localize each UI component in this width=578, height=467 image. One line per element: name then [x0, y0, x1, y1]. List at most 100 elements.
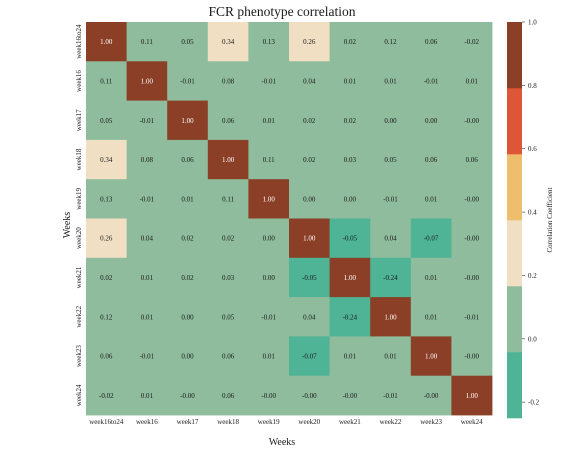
- cell-value-label: 0.02: [181, 235, 194, 243]
- heatmap-cell-week23-week16to24: [86, 336, 127, 377]
- heatmap-cell-week19-week24: [451, 179, 493, 219]
- heatmap-cell-week21-week22: [370, 257, 412, 298]
- colorbar-tick-label: 0.6: [528, 145, 537, 153]
- heatmap-cell-week19-week16: [126, 179, 168, 219]
- cell-value-label: -0.02: [464, 38, 479, 46]
- heatmap-cell-week23-week22: [370, 336, 412, 377]
- heatmap-cell-week16-week16to24: [86, 61, 127, 101]
- x-tick-label-week16: week16: [136, 418, 158, 426]
- heatmap-cell-week24-week20: [289, 375, 330, 416]
- cell-value-label: 0.01: [344, 353, 357, 361]
- cell-value-label: -0.01: [383, 195, 398, 203]
- colorbar-title: Correlation Coefficient: [546, 187, 554, 252]
- heatmap-cell-week20-week17: [167, 218, 209, 259]
- heatmap-cell-week17-week17: [167, 100, 209, 141]
- cell-value-label: 1.00: [181, 117, 194, 125]
- heatmap-cell-week21-week16: [126, 257, 168, 298]
- heatmap-cell-week18-week22: [370, 139, 412, 180]
- heatmap-cell-week20-week19: [248, 218, 290, 259]
- cell-value-label: -0.07: [424, 235, 439, 243]
- heatmap-cell-week16-week23: [410, 61, 452, 101]
- cell-value-label: 0.06: [222, 117, 235, 125]
- heatmap-cell-week16to24-week17: [167, 22, 209, 62]
- heatmap-cell-week16to24-week20: [289, 22, 330, 62]
- y-tick-label-week17: week17: [75, 109, 83, 131]
- heatmap-cell-week24-week22: [370, 375, 412, 416]
- heatmap-cell-week22-week23: [410, 297, 452, 337]
- heatmap-cell-week16-week24: [451, 61, 493, 101]
- heatmap-cell-week17-week16to24: [86, 100, 127, 141]
- y-tick-label-week20: week20: [75, 227, 83, 249]
- heatmap-cell-week17-week18: [207, 100, 249, 141]
- cell-value-label: -0.00: [464, 235, 479, 243]
- cell-value-label: 0.06: [181, 156, 194, 164]
- heatmap-cell-week23-week24: [451, 336, 493, 377]
- cell-value-label: 0.01: [263, 117, 276, 125]
- heatmap-cell-week18-week19: [248, 139, 290, 180]
- cell-value-label: 0.01: [344, 77, 357, 85]
- cell-value-label: -0.01: [424, 77, 439, 85]
- cell-value-label: 0.06: [425, 156, 438, 164]
- cell-value-label: 1.00: [100, 38, 113, 46]
- heatmap-cell-week17-week19: [248, 100, 290, 141]
- heatmap-cells: 1.00 0.11 0.05 0.34 0.13 0.26 0.02 0.12 0.06 -0.0…: [86, 22, 493, 416]
- x-tick-label-week22: week22: [380, 418, 402, 426]
- heatmap-cell-week20-week21: [329, 218, 371, 259]
- heatmap-cell-week19-week18: [207, 179, 249, 219]
- heatmap-cell-week19-week16to24: [86, 179, 127, 219]
- heatmap-cell-week24-week18: [207, 375, 249, 416]
- cell-value-label: 0.08: [141, 156, 154, 164]
- cell-value-label: 0.03: [222, 274, 235, 282]
- heatmap-cell-week22-week22: [370, 297, 412, 337]
- cell-value-label: 0.11: [100, 77, 112, 85]
- y-tick-label-week24: week24: [75, 384, 83, 406]
- heatmap-cell-week16to24-week24: [451, 22, 493, 62]
- heatmap-cell-week16to24-week19: [248, 22, 290, 62]
- y-tick-label-week21: week21: [75, 266, 83, 288]
- cell-value-label: -0.05: [343, 235, 358, 243]
- x-tick-label-week24: week24: [461, 418, 483, 426]
- cell-value-label: 0.01: [384, 77, 397, 85]
- cell-value-label: 0.34: [100, 156, 113, 164]
- heatmap-cell-week23-week16: [126, 336, 168, 377]
- y-axis-title: Weeks: [62, 212, 73, 239]
- cell-value-label: -0.24: [383, 274, 398, 282]
- cell-value-label: 1.00: [303, 235, 316, 243]
- heatmap-cell-week16to24-week22: [370, 22, 412, 62]
- cell-value-label: 0.00: [181, 353, 194, 361]
- heatmap-cell-week16to24-week18: [207, 22, 249, 62]
- heatmap-cell-week21-week23: [410, 257, 452, 298]
- cell-value-label: 0.34: [222, 38, 235, 46]
- y-tick-labels: week16to24 week16 week17 week18 week19 week20…: [75, 24, 83, 406]
- heatmap-cell-week23-week18: [207, 336, 249, 377]
- cell-value-label: -0.01: [140, 353, 155, 361]
- heatmap-cell-week20-week23: [410, 218, 452, 259]
- y-tick-label-week19: week19: [75, 187, 83, 209]
- cell-value-label: 0.01: [181, 195, 194, 203]
- cell-value-label: -0.01: [140, 195, 155, 203]
- x-tick-label-week21: week21: [339, 418, 361, 426]
- cell-value-label: 0.00: [344, 195, 357, 203]
- cell-value-label: -0.01: [261, 313, 276, 321]
- heatmap-cell-week16-week18: [207, 61, 249, 101]
- cell-value-label: 0.06: [100, 353, 113, 361]
- x-axis-title: Weeks: [269, 437, 296, 448]
- heatmap-cell-week21-week18: [207, 257, 249, 298]
- x-tick-labels: week16to24 week16 week17 week18 week19 week20…: [89, 418, 483, 426]
- heatmap-cell-week19-week19: [248, 179, 290, 219]
- colorbar-tick-label: 0.2: [528, 272, 537, 280]
- cell-value-label: 0.02: [303, 117, 316, 125]
- colorbar-segment-3: [507, 154, 522, 221]
- cell-value-label: -0.01: [140, 117, 155, 125]
- heatmap-cell-week21-week21: [329, 257, 371, 298]
- cell-value-label: -0.00: [464, 353, 479, 361]
- heatmap-cell-week17-week20: [289, 100, 330, 141]
- heatmap-cell-week16to24-week16to24: [86, 22, 127, 62]
- chart-title: FCR phenotype correlation: [209, 4, 356, 19]
- cell-value-label: 0.11: [263, 156, 275, 164]
- heatmap-cell-week16to24-week16: [126, 22, 168, 62]
- heatmap-cell-week18-week20: [289, 139, 330, 180]
- cell-value-label: 0.06: [222, 392, 235, 400]
- heatmap-cell-week22-week18: [207, 297, 249, 337]
